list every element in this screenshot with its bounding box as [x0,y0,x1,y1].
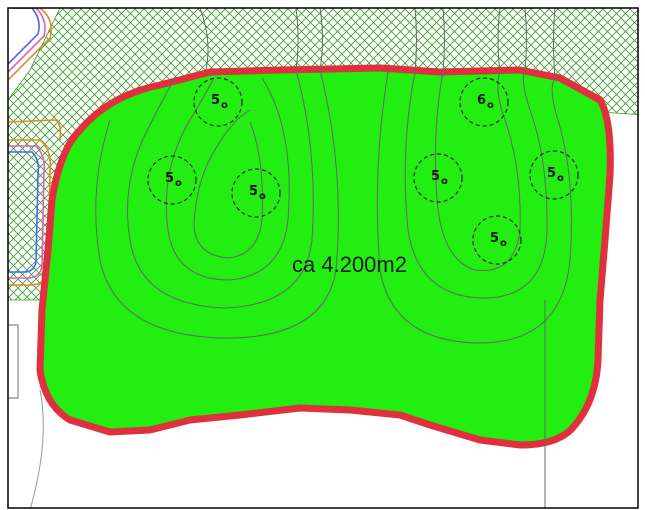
spot-height-circle [147,155,197,205]
path-edge-line [30,389,44,508]
spot-height-circle [472,215,522,265]
green-area [36,64,614,449]
spot-height-circle [231,168,281,218]
building-outline [8,324,19,399]
area-label: ca 4.200m2 [292,252,407,277]
spot-height-circle [529,150,579,200]
map-frame [7,7,639,509]
spot-height-circle [413,153,463,203]
spot-height-circle [193,77,243,127]
spot-height-circle [459,77,509,127]
contour-lines [95,8,572,508]
